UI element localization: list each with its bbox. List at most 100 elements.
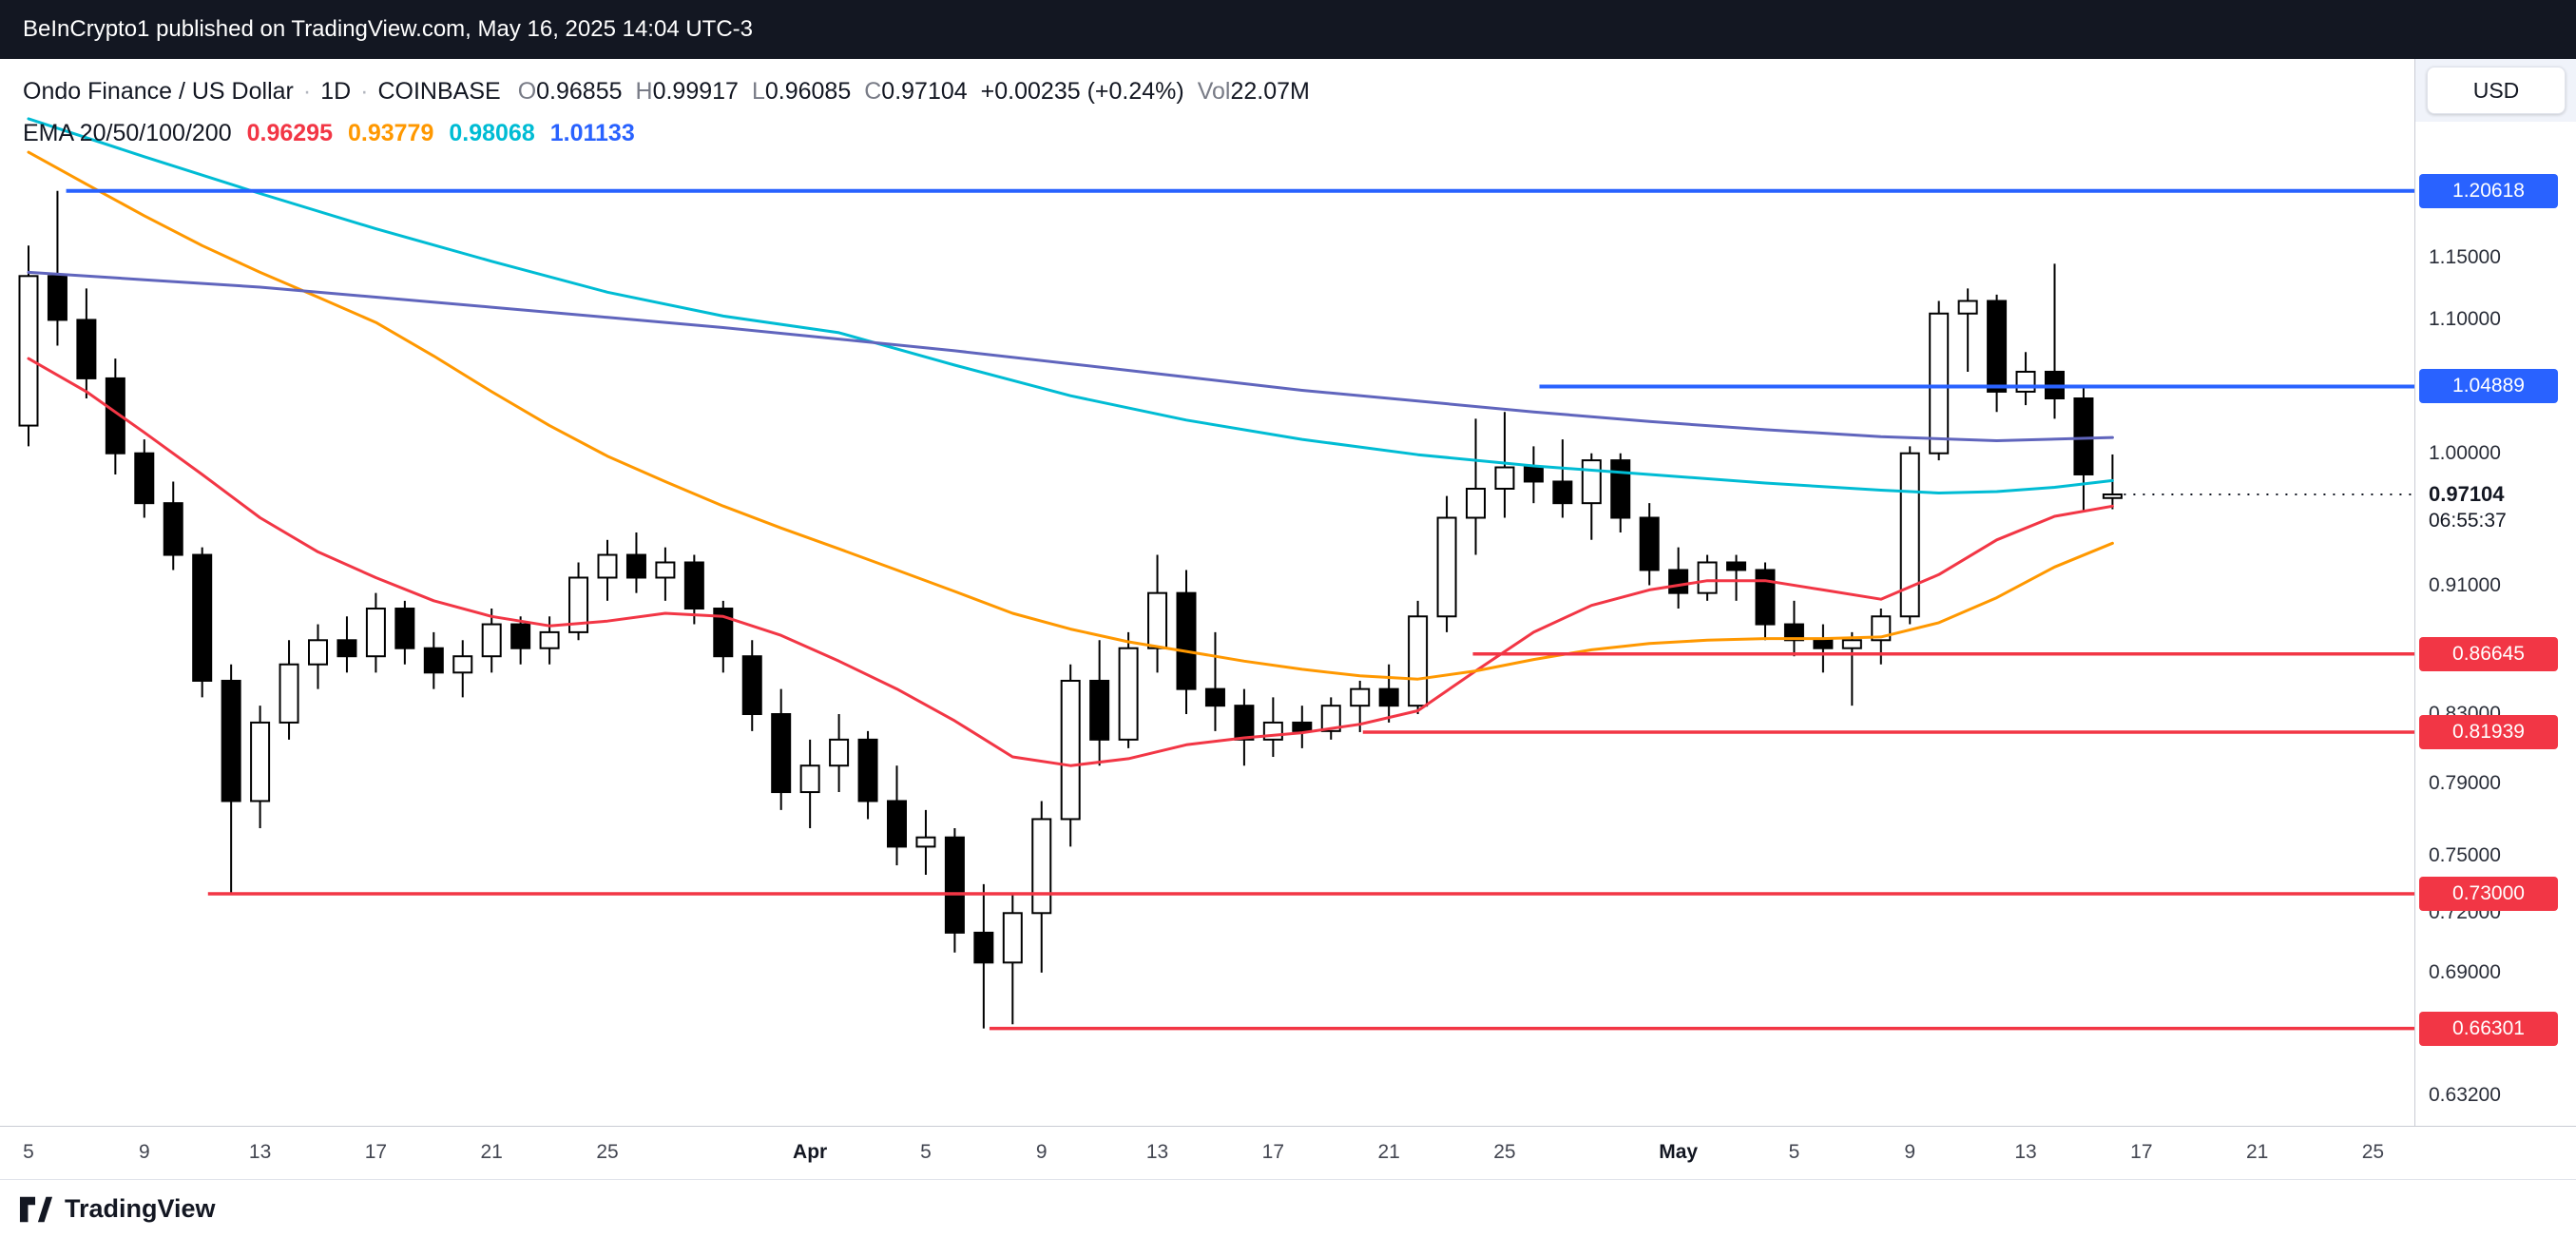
ema-100-value: 0.98068: [449, 119, 535, 146]
time-tick-21: 21: [1377, 1141, 1400, 1163]
candle: [1031, 801, 1052, 973]
publication-bar: BeInCrypto1 published on TradingView.com…: [0, 0, 2576, 59]
candle: [1726, 554, 1747, 601]
candle: [771, 688, 792, 810]
candle: [568, 562, 589, 641]
footer-bar: TradingView: [0, 1179, 2576, 1238]
time-tick-13: 13: [1145, 1141, 1169, 1163]
candle: [76, 288, 97, 398]
candle: [1408, 600, 1429, 715]
time-tick-9: 9: [1904, 1141, 1916, 1163]
symbol-title: Ondo Finance / US Dollar: [23, 77, 294, 105]
ema-20-line: [27, 357, 2114, 767]
legend-separator: ·: [360, 77, 369, 105]
price-tick-1.10000: 1.10000: [2429, 308, 2501, 331]
candle: [1292, 706, 1313, 748]
candle: [1668, 547, 1689, 609]
ema-50-value: 0.93779: [348, 119, 434, 146]
price-tick-0.69000: 0.69000: [2429, 960, 2501, 983]
candle: [915, 809, 936, 875]
time-tick-17: 17: [2130, 1141, 2153, 1163]
price-badge-0.81939: 0.81939: [2419, 714, 2558, 749]
candle: [1262, 697, 1283, 758]
ema-50-line: [27, 150, 2114, 681]
price-tick-0.91000: 0.91000: [2429, 573, 2501, 596]
candle: [829, 714, 850, 793]
candle: [655, 547, 676, 601]
candle: [1639, 503, 1660, 586]
time-tick-9: 9: [138, 1141, 150, 1163]
tradingview-logo-icon[interactable]: [19, 1195, 53, 1224]
candle: [1581, 453, 1602, 540]
price-badge-0.86645: 0.86645: [2419, 636, 2558, 671]
price-axis[interactable]: 1.15000 1.10000 1.00000 0.91000 0.83000 0.790…: [2414, 59, 2576, 1179]
candle: [1841, 631, 1862, 706]
time-tick-13: 13: [2014, 1141, 2037, 1163]
candle: [423, 631, 444, 689]
candle: [1466, 418, 1486, 555]
candle: [1813, 624, 1834, 673]
price-badge-0.66301: 0.66301: [2419, 1011, 2558, 1046]
bar-countdown: 06:55:37: [2429, 509, 2507, 532]
candle: [1610, 453, 1631, 533]
candle: [1089, 640, 1110, 766]
candle: [713, 600, 734, 673]
ema-100-line: [27, 117, 2114, 494]
time-tick-21: 21: [2245, 1141, 2269, 1163]
candle: [1783, 600, 1804, 657]
candle: [741, 640, 762, 731]
current-price-label: 0.97104: [2429, 481, 2505, 506]
chart-legend: Ondo Finance / US Dollar · 1D · COINBASE…: [23, 70, 1310, 154]
time-axis[interactable]: 5 9 13 17 21 25 Apr 5 9 13 17 21 25 May 5 9 13 17 21 25: [0, 1126, 2576, 1179]
ema-title: EMA 20/50/100/200: [23, 119, 232, 146]
candle: [1987, 294, 2008, 413]
time-tick-Apr: Apr: [793, 1141, 828, 1163]
candle: [1176, 570, 1197, 715]
time-tick-21: 21: [480, 1141, 503, 1163]
candle: [163, 481, 183, 571]
ema-200-value: 1.01133: [549, 119, 635, 146]
time-tick-5: 5: [1788, 1141, 1800, 1163]
symbol-legend-row[interactable]: Ondo Finance / US Dollar · 1D · COINBASE…: [23, 70, 1310, 112]
time-tick-25: 25: [1493, 1141, 1516, 1163]
candle: [452, 640, 473, 698]
candle: [887, 765, 907, 866]
time-tick-25: 25: [2361, 1141, 2385, 1163]
exchange-label: COINBASE: [377, 77, 501, 105]
price-badge-1.04889: 1.04889: [2419, 369, 2558, 404]
candle: [105, 358, 125, 474]
candle: [1899, 446, 1920, 625]
candle: [336, 616, 357, 673]
candle: [1755, 562, 1776, 641]
candle: [1957, 288, 1978, 372]
price-tick-0.63200: 0.63200: [2429, 1084, 2501, 1107]
candle: [279, 640, 299, 740]
ema-200-line: [27, 270, 2114, 442]
candle: [1234, 688, 1255, 766]
candle: [857, 730, 878, 820]
candle: [221, 664, 241, 894]
time-tick-17: 17: [1261, 1141, 1285, 1163]
candle: [1494, 412, 1515, 518]
ema-legend-row[interactable]: EMA 20/50/100/200 0.96295 0.93779 0.98068 1…: [23, 112, 1310, 154]
candle: [1523, 446, 1544, 504]
candle: [510, 616, 531, 665]
candle: [1320, 697, 1341, 740]
currency-button[interactable]: USD: [2427, 67, 2566, 114]
candle: [18, 245, 39, 447]
time-tick-9: 9: [1035, 1141, 1048, 1163]
candle: [308, 624, 328, 689]
ohlc-h: H0.99917: [635, 77, 739, 105]
time-tick-May: May: [1659, 1141, 1699, 1163]
candle: [1697, 554, 1718, 601]
ohlc-values: O0.96855 H0.99917 L0.96085 C0.97104: [518, 78, 981, 106]
candle: [1929, 300, 1950, 461]
price-tick-0.79000: 0.79000: [2429, 771, 2501, 794]
candle: [2073, 384, 2094, 511]
candle: [539, 616, 560, 665]
price-tick-1.15000: 1.15000: [2429, 246, 2501, 268]
candle: [192, 547, 213, 698]
ema-20-value: 0.96295: [246, 119, 333, 146]
ohlc-o: O0.96855: [517, 77, 623, 105]
